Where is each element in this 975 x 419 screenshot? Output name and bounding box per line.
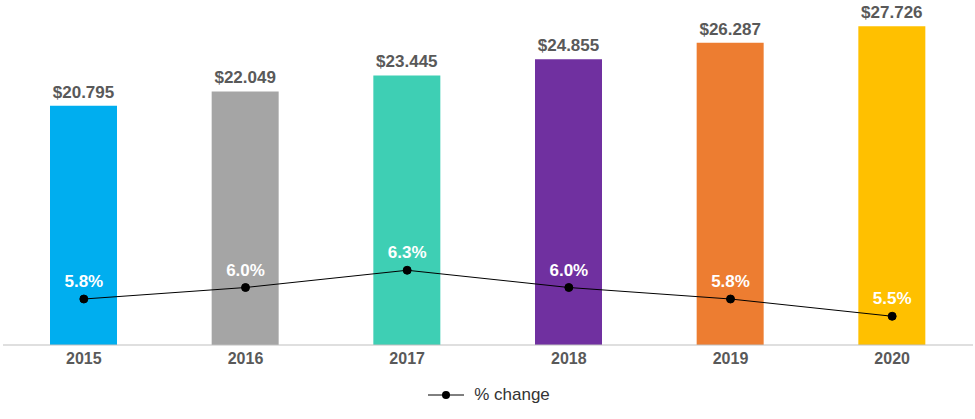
svg-text:6.0%: 6.0%	[549, 261, 588, 280]
svg-text:2016: 2016	[228, 350, 264, 367]
svg-text:2018: 2018	[551, 350, 587, 367]
svg-text:6.0%: 6.0%	[226, 261, 265, 280]
svg-text:5.8%: 5.8%	[64, 272, 103, 291]
svg-text:5.8%: 5.8%	[711, 272, 750, 291]
html-text:% change: % change	[474, 385, 550, 404]
svg-text:$24.855: $24.855	[538, 36, 599, 55]
svg-text:2017: 2017	[389, 350, 425, 367]
svg-text:$23.445: $23.445	[376, 52, 437, 71]
svg-text:2019: 2019	[713, 350, 749, 367]
svg-text:2015: 2015	[66, 350, 102, 367]
svg-text:$20.795: $20.795	[53, 83, 114, 102]
svg-text:2020: 2020	[874, 350, 910, 367]
svg-text:6.3%: 6.3%	[388, 243, 427, 262]
svg-text:5.5%: 5.5%	[873, 289, 912, 308]
svg-text:$27.726: $27.726	[861, 3, 922, 22]
svg-text:$22.049: $22.049	[214, 68, 275, 87]
svg-text:$26.287: $26.287	[699, 20, 760, 39]
